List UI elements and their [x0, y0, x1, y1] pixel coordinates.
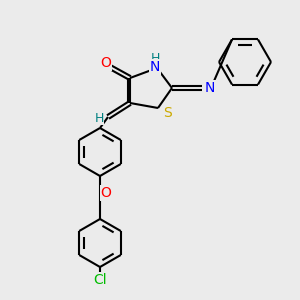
Text: S: S: [164, 106, 172, 120]
Text: H: H: [94, 112, 104, 124]
Text: H: H: [150, 52, 160, 64]
Text: Cl: Cl: [93, 273, 107, 287]
Text: O: O: [100, 186, 111, 200]
Text: N: N: [205, 81, 215, 95]
Text: O: O: [100, 56, 111, 70]
Text: N: N: [150, 60, 160, 74]
